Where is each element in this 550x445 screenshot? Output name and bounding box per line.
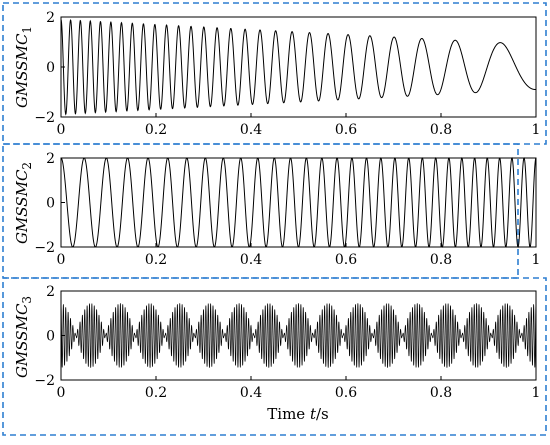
x-tick-label: 0.8: [430, 122, 452, 138]
panel-3: 0 0.2 0.4 0.6 0.8 120−2 GMSSMC3 Time t/s: [13, 284, 540, 423]
x-tick-label: 0.6: [335, 252, 357, 268]
y-tick-label: −2: [34, 373, 55, 389]
x-tick-label: 0.2: [145, 252, 167, 268]
x-tick-label: 1: [532, 122, 541, 138]
ticks-2: 0 0.2 0.4 0.6 0.8 120−2: [34, 151, 540, 268]
y-tick-label: −2: [34, 110, 55, 126]
x-tick-label: 0.4: [240, 252, 262, 268]
x-tick-label: 0: [57, 252, 66, 268]
panel-2: 0 0.2 0.4 0.6 0.8 120−2 GMSSMC2: [13, 151, 540, 268]
series-line-2: [60, 157, 537, 248]
y-label-1-sub: 1: [20, 26, 34, 34]
x-label-prefix: Time: [267, 405, 310, 423]
x-axis-label: Time t/s: [267, 405, 328, 423]
x-tick-label: 0.4: [240, 385, 262, 401]
x-tick-label: 0: [57, 122, 66, 138]
series-line-1: [60, 19, 537, 116]
y-label-2-main: GMSSMC: [13, 169, 31, 244]
y-label-3-main: GMSSMC: [13, 303, 31, 378]
x-tick-label: 0.6: [335, 122, 357, 138]
x-tick-label: 0.8: [430, 385, 452, 401]
x-tick-label: 0.2: [145, 122, 167, 138]
y-tick-label: 0: [46, 196, 55, 212]
series-line-3: [60, 303, 537, 368]
x-label-unit: /s: [316, 405, 329, 423]
panel-frame-3: [2, 277, 547, 436]
y-label-1: GMSSMC1: [13, 26, 34, 108]
ticks-1: 0 0.2 0.4 0.6 0.8 120−2: [34, 10, 540, 138]
y-label-1-main: GMSSMC: [13, 33, 31, 108]
x-tick-label: 0.2: [145, 385, 167, 401]
y-tick-label: 2: [46, 10, 55, 26]
x-tick-label: 0.4: [240, 122, 262, 138]
x-tick-label: 0.8: [430, 252, 452, 268]
panel-frame-1: [2, 2, 547, 145]
panel-1: 0 0.2 0.4 0.6 0.8 120−2 GMSSMC1: [13, 10, 540, 138]
y-tick-label: 2: [46, 151, 55, 167]
x-tick-label: 1: [532, 252, 541, 268]
y-tick-label: 2: [46, 284, 55, 300]
y-label-3-sub: 3: [20, 296, 34, 304]
x-label-var: t: [310, 405, 317, 423]
y-label-2-sub: 2: [20, 162, 34, 170]
x-tick-label: 1: [532, 385, 541, 401]
y-tick-label: 0: [46, 60, 55, 76]
panel-frame-2: [2, 143, 519, 279]
x-tick-label: 0.6: [335, 385, 357, 401]
y-tick-label: 0: [46, 329, 55, 345]
x-tick-label: 0: [57, 385, 66, 401]
y-tick-label: −2: [34, 240, 55, 256]
y-label-2: GMSSMC2: [13, 162, 34, 244]
panel-frames: [2, 2, 547, 436]
y-label-3: GMSSMC3: [13, 296, 34, 378]
ticks-3: 0 0.2 0.4 0.6 0.8 120−2: [34, 284, 540, 401]
